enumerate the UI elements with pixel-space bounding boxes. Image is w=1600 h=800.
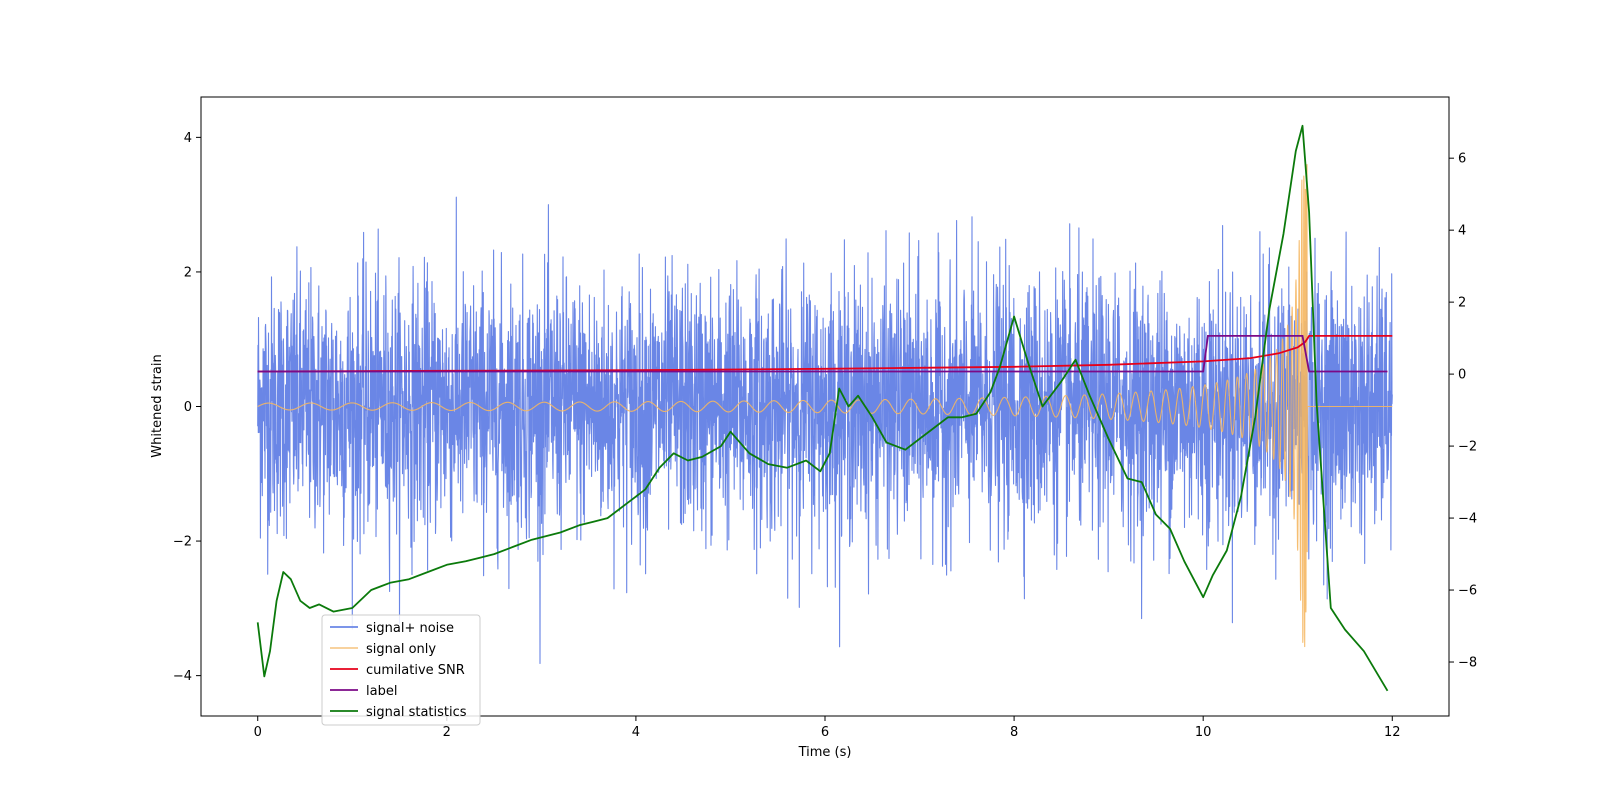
legend-label-signal-statistics: signal statistics bbox=[366, 705, 467, 720]
legend-label-signal-only: signal only bbox=[366, 642, 436, 657]
x-tick-label: 8 bbox=[1010, 725, 1018, 740]
series-signal-only bbox=[257, 164, 1393, 648]
x-tick-label: 4 bbox=[632, 725, 640, 740]
y-tick-label: 2 bbox=[184, 265, 192, 280]
y2-tick-label: −6 bbox=[1458, 584, 1477, 599]
y-tick-label: 4 bbox=[184, 131, 192, 146]
x-tick-label: 12 bbox=[1384, 725, 1401, 740]
y2-tick-label: 0 bbox=[1458, 368, 1466, 383]
series-label bbox=[257, 335, 1388, 373]
y2-tick-label: −4 bbox=[1458, 512, 1477, 527]
y2-tick-label: 6 bbox=[1458, 152, 1466, 167]
x-tick-label: 10 bbox=[1195, 725, 1212, 740]
legend-label-label: label bbox=[366, 684, 397, 699]
legend: signal+ noise signal only cumilative SNR… bbox=[321, 614, 481, 726]
y-axis-left-ticks: −4 −2 0 2 4 bbox=[173, 131, 201, 684]
y-axis-right-ticks: −8 −6 −4 −2 0 2 4 6 bbox=[1449, 152, 1477, 671]
y-tick-label: 0 bbox=[184, 400, 192, 415]
y-axis-label: Whitened strain bbox=[150, 354, 165, 457]
y-tick-label: −4 bbox=[173, 669, 192, 684]
y2-tick-label: 2 bbox=[1458, 296, 1466, 311]
y2-tick-label: −2 bbox=[1458, 440, 1477, 455]
x-axis-label: Time (s) bbox=[798, 745, 852, 760]
x-tick-label: 0 bbox=[254, 725, 262, 740]
series-signal-plus-noise bbox=[257, 196, 1393, 665]
legend-label-cumulative-snr: cumilative SNR bbox=[366, 663, 465, 678]
legend-label-signal-plus-noise: signal+ noise bbox=[366, 621, 454, 636]
series-signal-statistics bbox=[256, 124, 1389, 692]
x-tick-label: 2 bbox=[443, 725, 451, 740]
legend-box bbox=[321, 614, 481, 726]
y2-tick-label: 4 bbox=[1458, 224, 1466, 239]
x-tick-label: 6 bbox=[821, 725, 829, 740]
y-tick-label: −2 bbox=[173, 535, 192, 550]
y2-tick-label: −8 bbox=[1458, 656, 1477, 671]
